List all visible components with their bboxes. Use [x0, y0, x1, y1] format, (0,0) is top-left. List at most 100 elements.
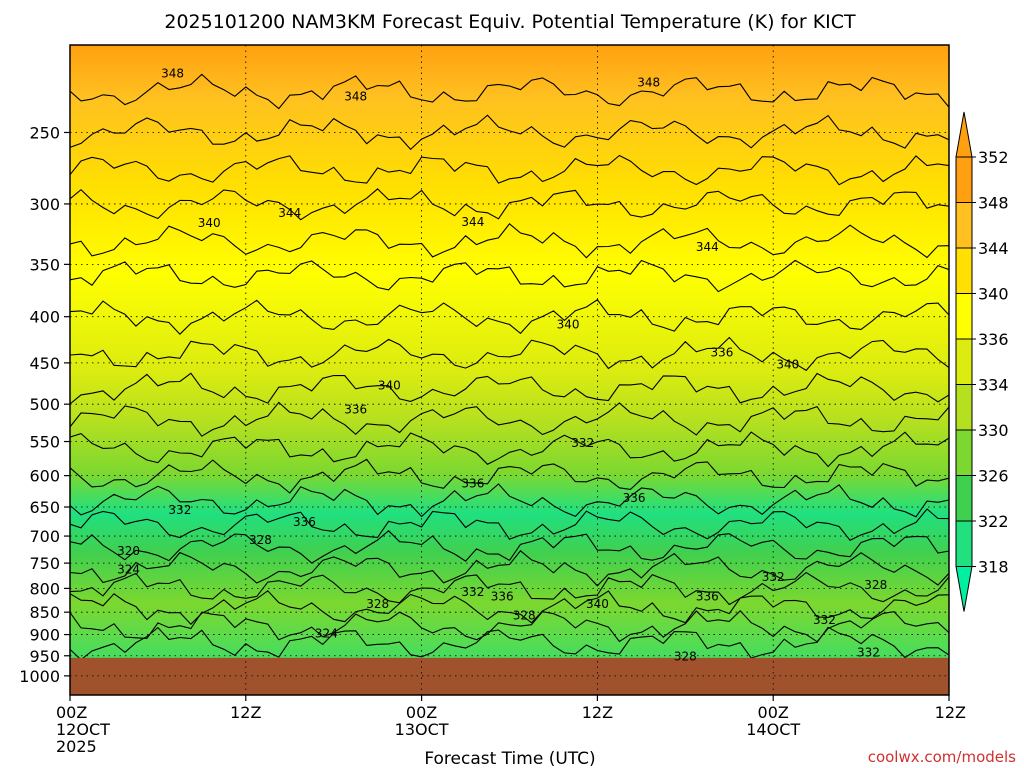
contour-label: 344 — [278, 206, 301, 220]
y-tick-label: 850 — [29, 603, 60, 622]
contour-label: 340 — [198, 216, 221, 230]
contour-labels: 348 348 348 340 344 344 344 340 336 340 340 336 332 3… — [117, 66, 887, 663]
colorbar-segment — [955, 475, 973, 522]
colorbar-label: 318 — [978, 558, 1009, 577]
contour-label: 332 — [168, 503, 191, 517]
colorbar-label: 344 — [978, 239, 1009, 258]
contour-label: 348 — [637, 75, 660, 89]
contour-line — [70, 530, 949, 564]
x-tick-label: 00Z — [406, 703, 437, 722]
y-tick-label: 950 — [29, 647, 60, 666]
y-axis: 250 300 350 400 450 500 550 600 650 700 750 800 850 9… — [19, 123, 70, 686]
contour-line — [70, 458, 949, 494]
contour-label: 332 — [762, 570, 785, 584]
colorbar-segment — [955, 293, 973, 340]
contour-label: 332 — [857, 645, 880, 659]
contour-line — [70, 401, 949, 437]
contour-label: 336 — [491, 590, 514, 604]
colorbar-label: 322 — [978, 512, 1009, 531]
contour-label: 328 — [513, 608, 536, 622]
colorbar-label: 340 — [978, 285, 1009, 304]
x-tick-label: 00Z — [758, 703, 789, 722]
contour-label: 332 — [461, 585, 484, 599]
contour-line — [70, 626, 949, 661]
x-tick-label: 12Z — [935, 703, 966, 722]
colorbar-label: 326 — [978, 467, 1009, 486]
contour-label: 344 — [461, 215, 484, 229]
y-tick-label: 550 — [29, 433, 60, 452]
plot-frame — [69, 44, 950, 696]
x-tick-label: 14OCT — [746, 720, 800, 739]
contour-line — [70, 188, 949, 221]
x-tick-label: 2025 — [56, 737, 97, 756]
contour-lines — [70, 73, 949, 661]
colorbar: 318 322 326 330 334 336 340 344 348 352 — [955, 111, 1009, 612]
contour-label: 332 — [813, 613, 836, 627]
contour-label: 340 — [557, 317, 580, 331]
ground-layer — [70, 657, 949, 695]
contour-label: 340 — [378, 379, 401, 393]
contour-label: 340 — [776, 358, 799, 372]
contour-label: 336 — [710, 345, 733, 359]
contour-line — [70, 590, 949, 625]
colorbar-segment — [955, 338, 973, 385]
contour-line — [70, 114, 949, 151]
y-tick-label: 650 — [29, 498, 60, 517]
credit-text: coolwx.com/models — [868, 748, 1016, 766]
x-axis-label: Forecast Time (UTC) — [424, 749, 595, 768]
colorbar-label: 348 — [978, 194, 1009, 213]
x-tick-label: 12Z — [230, 703, 261, 722]
contour-line — [70, 571, 949, 606]
grid-lines — [70, 45, 949, 695]
chart-title: 2025101200 NAM3KM Forecast Equiv. Potent… — [164, 11, 856, 33]
contour-line — [70, 299, 949, 335]
colorbar-label: 336 — [978, 330, 1009, 349]
colorbar-segment — [955, 384, 973, 431]
contour-label: 336 — [293, 515, 316, 529]
contour-line — [70, 610, 949, 643]
colorbar-label: 330 — [978, 421, 1009, 440]
x-tick-label: 12OCT — [56, 720, 110, 739]
contour-line — [70, 73, 949, 110]
y-tick-label: 300 — [29, 195, 60, 214]
contour-label: 328 — [864, 578, 887, 592]
y-tick-label: 700 — [29, 527, 60, 546]
contour-line — [70, 336, 949, 372]
y-tick-label: 1000 — [19, 667, 60, 686]
contour-label: 348 — [161, 66, 184, 80]
colorbar-arrow-top — [955, 111, 973, 158]
y-tick-label: 900 — [29, 626, 60, 645]
contour-label: 320 — [117, 544, 140, 558]
contour-label: 336 — [344, 403, 367, 417]
y-tick-label: 250 — [29, 123, 60, 142]
contour-label: 336 — [696, 590, 719, 604]
colorbar-segment — [955, 520, 973, 567]
contour-line — [70, 550, 949, 587]
colorbar-label: 352 — [978, 148, 1009, 167]
contour-label: 348 — [344, 89, 367, 103]
colorbar-segment — [955, 429, 973, 476]
contour-line — [70, 223, 949, 259]
y-tick-label: 500 — [29, 395, 60, 414]
contour-label: 328 — [249, 533, 272, 547]
colorbar-segment — [955, 156, 973, 203]
colorbar-label: 334 — [978, 376, 1009, 395]
contour-line — [70, 154, 949, 186]
contour-label: 336 — [623, 491, 646, 505]
y-tick-label: 750 — [29, 554, 60, 573]
y-tick-label: 450 — [29, 354, 60, 373]
theta-e-field — [70, 45, 949, 695]
contour-label: 336 — [461, 476, 484, 490]
x-tick-label: 12Z — [582, 703, 613, 722]
contour-line — [70, 372, 949, 405]
y-tick-label: 350 — [29, 255, 60, 274]
contour-label: 324 — [117, 562, 140, 576]
x-tick-label: 00Z — [56, 703, 87, 722]
contour-label: 328 — [366, 597, 389, 611]
plot-area: 348 348 348 340 344 344 344 340 336 340 340 336 332 3… — [70, 45, 949, 695]
x-tick-label: 13OCT — [395, 720, 449, 739]
contour-label: 332 — [571, 436, 594, 450]
y-tick-label: 600 — [29, 467, 60, 486]
